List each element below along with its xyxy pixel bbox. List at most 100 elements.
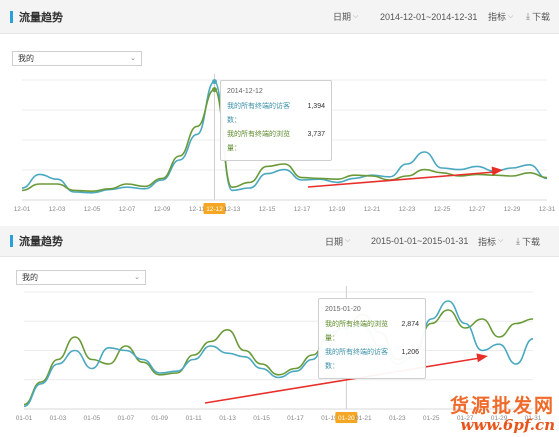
date-dropdown[interactable]: 日期 ⌵: [325, 226, 350, 256]
x-tick-label: 01-21: [355, 415, 372, 422]
x-tick-label: 01-19: [321, 415, 338, 422]
trend-arrow-line: [307, 171, 496, 188]
tooltip-row-label: 我的所有终端的浏览量：: [227, 131, 290, 152]
tooltip-row-label: 我的所有终端的访客数：: [325, 349, 388, 370]
panel-title-text: 流量趋势: [19, 11, 63, 24]
chevron-down-icon: ⌵: [353, 12, 359, 20]
panel-header: 流量趋势 日期 ⌵ 2014-12-01~2014-12-31 指标 ⌵ ⤓ 下载: [0, 0, 559, 34]
panel-title: 流量趋势: [10, 0, 63, 33]
tooltip-row-value: 3,737: [307, 131, 325, 138]
x-tick-label: 01-13: [219, 415, 236, 422]
terminal-select-value: 我的: [22, 273, 38, 282]
date-range[interactable]: 2015-01-01~2015-01-31: [371, 226, 468, 256]
x-tick-label: 01-15: [253, 415, 270, 422]
chevron-down-icon: ⌵: [498, 237, 504, 244]
x-tick-label: 12-03: [49, 206, 66, 213]
terminal-select-value: 我的: [18, 54, 34, 63]
trend-arrow-head: [476, 353, 488, 363]
trend-arrow-head: [491, 166, 503, 176]
download-icon: ⤓: [526, 11, 530, 21]
series-line: [21, 88, 548, 193]
metric-dropdown[interactable]: 指标 ⌵: [488, 0, 513, 33]
x-tick-label: 12-17: [294, 206, 311, 213]
chart-tooltip: 2015-01-20 我的所有终端的浏览量： 2,874 我的所有终端的访客数：…: [318, 298, 426, 379]
tooltip-row-value: 1,394: [307, 103, 325, 110]
series-line: [23, 300, 534, 408]
metric-label: 指标: [478, 236, 497, 247]
traffic-trend-panel-december: 流量趋势 日期 ⌵ 2014-12-01~2014-12-31 指标 ⌵ ⤓ 下载 我…: [0, 0, 559, 214]
x-tick-label: 01-23: [389, 415, 406, 422]
metric-label: 指标: [488, 12, 507, 22]
series-point: [212, 79, 217, 85]
tooltip-row-value: 2,874: [401, 321, 419, 328]
chevron-down-icon: ⌵: [508, 12, 514, 20]
title-accent-bar: [10, 10, 13, 23]
date-dropdown[interactable]: 日期 ⌵: [333, 0, 358, 33]
terminal-select[interactable]: 我的 ⌄: [12, 51, 142, 66]
x-tick-label: 01-07: [117, 415, 134, 422]
chevron-down-icon: ⌄: [134, 274, 140, 281]
watermark-title: 货源批发网: [449, 394, 555, 417]
date-label: 日期: [325, 236, 344, 247]
x-tick-label: 12-27: [469, 206, 486, 213]
series-line: [23, 309, 534, 406]
tooltip-row: 我的所有终端的浏览量： 2,874: [325, 318, 419, 346]
date-label: 日期: [333, 12, 352, 22]
x-tick-label: 01-01: [16, 415, 33, 422]
terminal-select[interactable]: 我的 ⌄: [16, 270, 146, 285]
x-tick-label: 12-09: [154, 206, 171, 213]
tooltip-row-label: 我的所有终端的浏览量：: [325, 321, 388, 342]
download-label: 下载: [521, 236, 540, 247]
traffic-trend-panel-january: 流量趋势 日期 ⌵ 2015-01-01~2015-01-31 指标 ⌵ ⤓ 下载 我…: [0, 226, 559, 437]
download-button[interactable]: ⤓ 下载: [516, 226, 540, 256]
x-tick-label: 12-13: [224, 206, 241, 213]
panel-title-text: 流量趋势: [19, 236, 63, 248]
x-tick-label: 01-11: [186, 415, 203, 422]
x-tick-label: 01-05: [84, 415, 101, 422]
watermark: 货源批发网 www.6pf.cn: [449, 394, 555, 434]
x-tick-label: 12-29: [504, 206, 521, 213]
date-range[interactable]: 2014-12-01~2014-12-31: [380, 0, 477, 33]
x-tick-label: 12-07: [119, 206, 136, 213]
panel-header: 流量趋势 日期 ⌵ 2015-01-01~2015-01-31 指标 ⌵ ⤓ 下载: [0, 226, 559, 257]
x-tick-label: 01-31: [525, 415, 542, 422]
tooltip-row-label: 我的所有终端的访客数：: [227, 103, 290, 124]
download-label: 下载: [531, 12, 550, 22]
tooltip-row-value: 1,206: [401, 349, 419, 356]
x-tick-label: 12-01: [14, 206, 31, 213]
chevron-down-icon: ⌵: [345, 237, 351, 244]
x-tick-label: 12-19: [329, 206, 346, 213]
x-tick-label: 01-09: [151, 415, 168, 422]
x-tick-label: 12-12: [206, 206, 223, 213]
download-button[interactable]: ⤓ 下载: [526, 0, 550, 33]
download-icon: ⤓: [516, 235, 520, 246]
x-tick-label: 12-15: [259, 206, 276, 213]
x-tick-label: 12-05: [84, 206, 101, 213]
x-tick-label: 01-03: [50, 415, 67, 422]
date-range-text: 2015-01-01~2015-01-31: [371, 236, 469, 246]
chevron-down-icon: ⌄: [130, 55, 136, 62]
series-point: [212, 87, 217, 93]
x-tick-label: 12-31: [539, 206, 556, 213]
panel-title: 流量趋势: [10, 226, 63, 256]
tooltip-date: 2015-01-20: [325, 306, 361, 313]
watermark-url: www.6pf.cn: [460, 415, 555, 434]
tooltip-row: 我的所有终端的访客数： 1,206: [325, 346, 419, 374]
tooltip-row: 我的所有终端的访客数： 1,394: [227, 100, 325, 128]
metric-dropdown[interactable]: 指标 ⌵: [478, 226, 503, 256]
x-tick-label: 12-25: [434, 206, 451, 213]
tooltip-date: 2014-12-12: [227, 88, 263, 95]
x-tick-label: 01-17: [287, 415, 304, 422]
chart-tooltip: 2014-12-12 我的所有终端的访客数： 1,394 我的所有终端的浏览量：…: [220, 80, 332, 161]
date-range-text: 2014-12-01~2014-12-31: [380, 11, 478, 22]
tooltip-row: 我的所有终端的浏览量： 3,737: [227, 128, 325, 156]
x-tick-label: 12-23: [399, 206, 416, 213]
x-tick-label: 12-21: [364, 206, 381, 213]
line-chart: 01-01 01-03 01-05 01-07 01-09 01-11 01-13 01-15…: [16, 286, 542, 423]
trend-arrow-line: [204, 357, 481, 404]
title-accent-bar: [10, 235, 13, 247]
x-tick-label: 01-25: [423, 415, 440, 422]
x-tick-label: 01-27: [457, 415, 474, 422]
x-tick-label: 01-29: [491, 415, 508, 422]
highlight-tick-badge: [335, 412, 358, 423]
